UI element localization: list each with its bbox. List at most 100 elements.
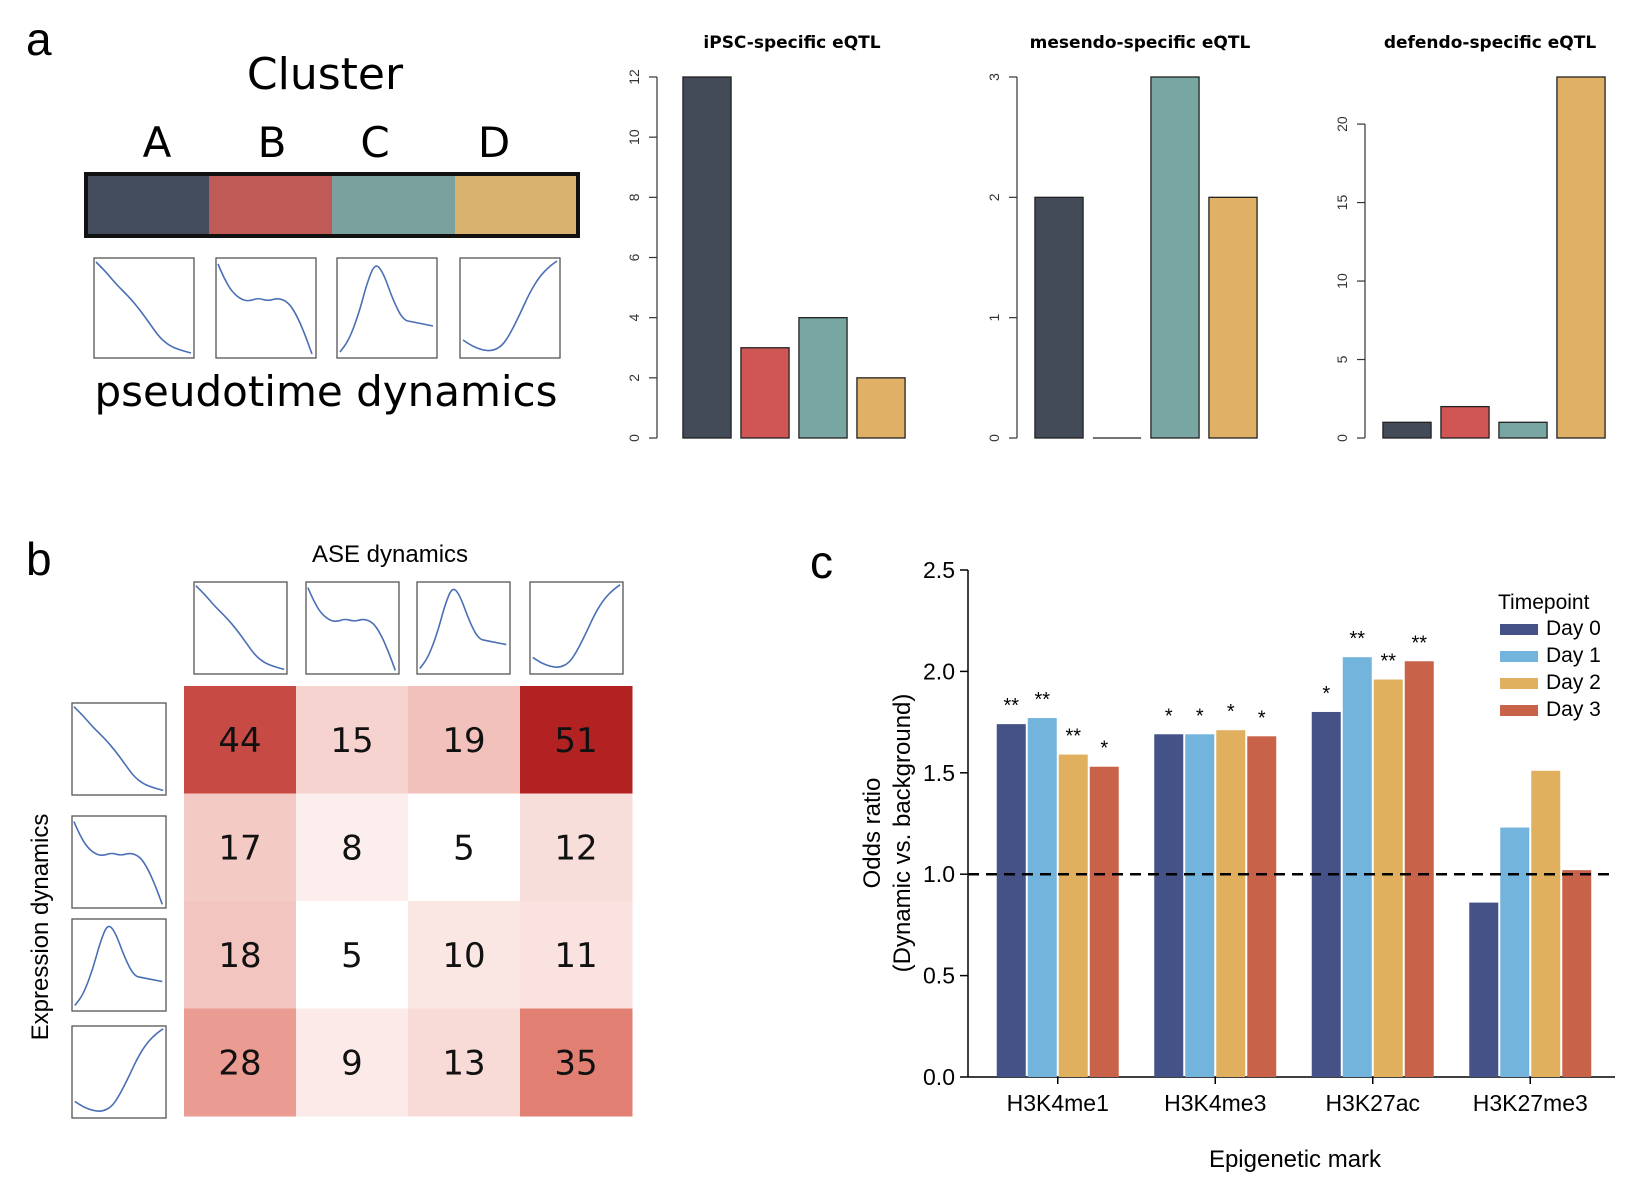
dynamics-curve bbox=[462, 260, 558, 352]
dynamics-curve bbox=[217, 263, 313, 355]
significance-stars: * bbox=[1322, 683, 1330, 705]
significance-stars: ** bbox=[1003, 695, 1019, 717]
x-tick-label: H3K27me3 bbox=[1473, 1090, 1588, 1116]
bar-h3k4me3-day1 bbox=[1185, 734, 1215, 1077]
cluster-swatch-a bbox=[86, 174, 209, 236]
cluster-thumb-a bbox=[93, 257, 195, 359]
thumbnail-frame bbox=[93, 257, 195, 359]
cluster-thumb-b bbox=[215, 257, 317, 359]
thumbnail-frame bbox=[71, 1025, 167, 1119]
bar-a bbox=[1382, 421, 1432, 439]
x-tick-label: H3K4me1 bbox=[1007, 1090, 1109, 1116]
bar-b bbox=[740, 347, 790, 439]
significance-stars: * bbox=[1165, 705, 1173, 727]
heatmap-cell bbox=[296, 686, 409, 794]
y-tick-label: 1.5 bbox=[923, 760, 955, 786]
thumbnail-frame bbox=[416, 581, 511, 675]
heatmap-cell bbox=[520, 686, 633, 794]
bar-h3k4me3-day3 bbox=[1247, 736, 1277, 1077]
bar-h3k4me3-day0 bbox=[1154, 734, 1184, 1077]
heatmap-cell-label: 19 bbox=[442, 721, 485, 761]
bar-a bbox=[682, 76, 732, 439]
defendo-eqtl-chart: defendo-specific eQTL 0 5 10 15 20 bbox=[1334, 33, 1606, 442]
significance-stars: ** bbox=[1034, 689, 1050, 711]
bar-h3k27ac-day2 bbox=[1373, 679, 1403, 1077]
bar-h3k27me3-day1 bbox=[1500, 827, 1530, 1077]
y-tick-label: 4 bbox=[626, 314, 642, 322]
chart-title: mesendo-specific eQTL bbox=[1030, 33, 1251, 53]
y-tick-label: 2 bbox=[986, 193, 1002, 201]
y-tick-label: 0 bbox=[986, 434, 1002, 442]
bar-d bbox=[1208, 196, 1258, 439]
dynamics-curve bbox=[95, 261, 192, 354]
heatmap-cell-label: 5 bbox=[341, 936, 363, 976]
expression-thumb-d bbox=[71, 1025, 167, 1119]
heatmap-cell bbox=[520, 901, 633, 1009]
cluster-label-b: B bbox=[258, 118, 287, 167]
dynamics-curve bbox=[195, 585, 285, 671]
y-tick-label: 8 bbox=[626, 193, 642, 201]
legend-label: Day 0 bbox=[1546, 617, 1601, 640]
heatmap-cell-label: 51 bbox=[554, 721, 597, 761]
significance-stars: * bbox=[1196, 705, 1204, 727]
legend-swatch bbox=[1500, 651, 1538, 662]
y-tick-label: 5 bbox=[1334, 355, 1350, 363]
thumbnail-frame bbox=[193, 581, 288, 675]
x-tick-label: H3K4me3 bbox=[1164, 1090, 1266, 1116]
y-tick-label: 6 bbox=[626, 253, 642, 261]
y-tick-label: 1.0 bbox=[923, 861, 955, 887]
heatmap-cell bbox=[296, 1008, 409, 1117]
x-tick-label: H3K27ac bbox=[1325, 1090, 1420, 1116]
y-axis-label: Odds ratio bbox=[859, 778, 886, 889]
pseudotime-dynamics-label: pseudotime dynamics bbox=[94, 367, 557, 416]
y-tick-label: 10 bbox=[626, 129, 642, 145]
thumbnail-frame bbox=[71, 815, 167, 909]
y-tick-label: 0.5 bbox=[923, 963, 955, 989]
cluster-swatch-d bbox=[455, 174, 578, 236]
y-axis-sublabel: (Dynamic vs. background) bbox=[889, 694, 916, 973]
legend-label: Day 3 bbox=[1546, 698, 1601, 721]
significance-stars: * bbox=[1227, 701, 1235, 723]
heatmap-cell-label: 5 bbox=[453, 828, 475, 868]
y-tick-label: 2.5 bbox=[923, 557, 955, 583]
expression-dynamics-label: Expression dynamics bbox=[27, 814, 54, 1041]
heatmap-cell-label: 8 bbox=[341, 828, 363, 868]
bar-d bbox=[1556, 76, 1606, 439]
thumbnail-frame bbox=[71, 702, 167, 796]
bar-d bbox=[856, 377, 906, 439]
expression-thumb-b bbox=[71, 815, 167, 909]
ase-thumb-b bbox=[305, 581, 400, 675]
thumbnail-frame bbox=[336, 257, 438, 359]
bar-h3k27ac-day1 bbox=[1342, 657, 1372, 1077]
y-tick-label: 0 bbox=[1334, 434, 1350, 442]
heatmap-cell-label: 35 bbox=[554, 1043, 597, 1083]
y-tick-label: 1 bbox=[986, 314, 1002, 322]
chart-title: defendo-specific eQTL bbox=[1384, 33, 1597, 53]
ipsc-eqtl-chart: iPSC-specific eQTL 0 2 4 6 8 10 12 bbox=[626, 33, 906, 442]
dynamics-curve bbox=[74, 1028, 164, 1112]
y-tick-label: 10 bbox=[1334, 273, 1350, 289]
heatmap-cell-label: 9 bbox=[341, 1043, 363, 1083]
cluster-title: Cluster bbox=[247, 49, 404, 100]
bar-b bbox=[1440, 405, 1490, 439]
significance-stars: ** bbox=[1380, 651, 1396, 673]
bar-h3k4me1-day3 bbox=[1089, 766, 1119, 1077]
panel-letter-c: c bbox=[810, 536, 833, 588]
ase-thumb-c bbox=[416, 581, 511, 675]
heatmap-cell-label: 18 bbox=[218, 936, 261, 976]
dynamics-curve bbox=[339, 265, 434, 353]
panel-letter-a: a bbox=[26, 13, 52, 65]
y-tick-label: 0 bbox=[626, 434, 642, 442]
bar-h3k4me3-day2 bbox=[1216, 730, 1246, 1077]
ase-thumb-d bbox=[529, 581, 624, 675]
heatmap-cell-label: 11 bbox=[554, 936, 597, 976]
thumbnail-frame bbox=[305, 581, 400, 675]
thumbnail-frame bbox=[71, 918, 167, 1012]
mesendo-eqtl-chart: mesendo-specific eQTL 0 1 2 3 bbox=[986, 33, 1258, 442]
panel-letter-b: b bbox=[26, 533, 52, 585]
heatmap-cell bbox=[520, 793, 633, 902]
significance-stars: * bbox=[1258, 707, 1266, 729]
ase-expression-heatmap: ASE dynamics Expression dynamics 44 15 19 5… bbox=[27, 541, 633, 1119]
heatmap-cell bbox=[184, 901, 297, 1009]
